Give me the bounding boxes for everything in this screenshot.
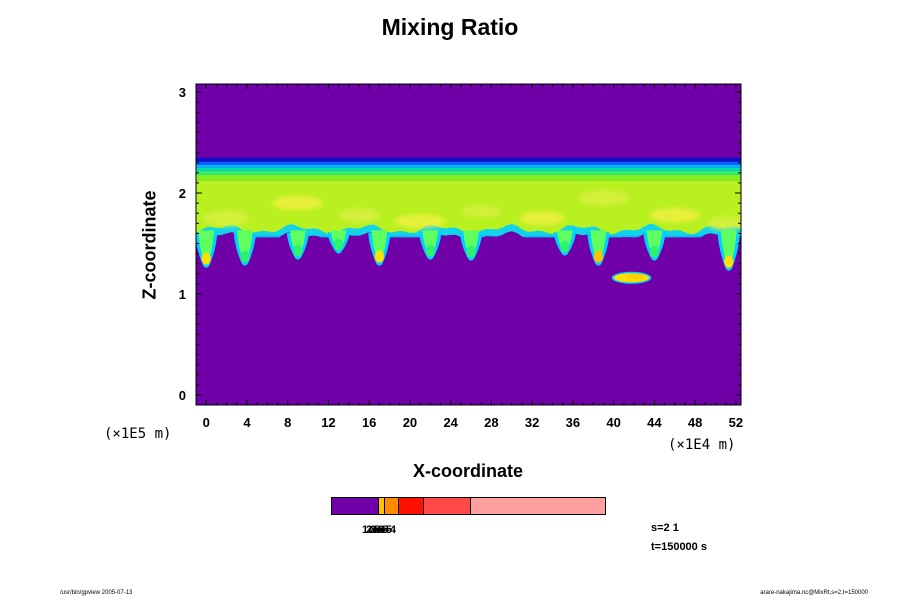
colorbar-segment bbox=[332, 498, 378, 514]
colorbar-label: 2e-5 bbox=[366, 524, 389, 536]
thermal-plume bbox=[643, 230, 666, 261]
cloud-layer-band bbox=[196, 164, 741, 168]
colorbar-segment bbox=[469, 498, 605, 514]
thermal-plume bbox=[553, 230, 576, 256]
y-tick-label: 3 bbox=[179, 85, 186, 100]
cloud-layer-band bbox=[196, 167, 741, 171]
footer-source: arare-nakajima.nc@MixRt,s=2,t=150000 bbox=[760, 590, 868, 596]
x-tick-label: 52 bbox=[729, 415, 743, 430]
cloud-core bbox=[204, 210, 249, 227]
x-tick-label: 24 bbox=[443, 415, 458, 430]
x-tick-label: 28 bbox=[484, 415, 498, 430]
info-t: t=150000 s bbox=[651, 541, 707, 553]
colorbar bbox=[331, 497, 606, 515]
y-axis-label: Z-coordinate bbox=[139, 190, 160, 300]
thermal-plume bbox=[196, 230, 218, 268]
thermal-plume bbox=[459, 230, 483, 261]
cloud-core bbox=[707, 216, 741, 231]
cloud-layer-band bbox=[196, 161, 741, 165]
colorbar-label: 5e-4 bbox=[374, 524, 397, 536]
thermal-plume bbox=[717, 230, 740, 271]
x-tick-label: 20 bbox=[403, 415, 417, 430]
thermal-plume bbox=[419, 230, 442, 260]
cloud-core bbox=[272, 196, 324, 211]
chart-title: Mixing Ratio bbox=[381, 14, 519, 40]
colorbar-label: 1e-6 bbox=[362, 524, 385, 536]
x-tick-label: 48 bbox=[688, 415, 702, 430]
thermal-plume bbox=[286, 230, 310, 260]
y-tick-label: 2 bbox=[179, 186, 186, 201]
x-tick-label: 0 bbox=[203, 415, 210, 430]
info-s: s=2 1 bbox=[651, 522, 679, 534]
cloud-layer-band bbox=[196, 170, 741, 175]
cloud-core bbox=[519, 211, 565, 226]
y-tick-label: 1 bbox=[179, 287, 186, 302]
colorbar-segment bbox=[377, 498, 384, 514]
cloud-core bbox=[649, 208, 701, 223]
cloud-layer-band bbox=[196, 174, 741, 181]
x-tick-label: 16 bbox=[362, 415, 376, 430]
plot-frame bbox=[195, 83, 742, 406]
detached-cloud bbox=[611, 271, 652, 284]
cloud-layer-band bbox=[196, 157, 741, 162]
cloud-core bbox=[394, 214, 446, 229]
x-tick-label: 12 bbox=[321, 415, 335, 430]
x-tick-label: 44 bbox=[647, 415, 662, 430]
y-tick-label: 0 bbox=[179, 388, 186, 403]
x-exponent-label: (×1E4 m) bbox=[668, 437, 735, 453]
x-tick-label: 32 bbox=[525, 415, 539, 430]
footer-command: /usr/bin/gpview 2005-07-13 bbox=[60, 590, 133, 596]
colorbar-segment bbox=[398, 498, 424, 514]
x-tick-label: 8 bbox=[284, 415, 291, 430]
y-exponent-label: (×1E5 m) bbox=[104, 426, 171, 442]
x-tick-label: 4 bbox=[243, 415, 251, 430]
cloud-core bbox=[460, 205, 502, 218]
thermal-plume bbox=[327, 230, 350, 254]
x-tick-label: 36 bbox=[566, 415, 580, 430]
thermal-plume bbox=[233, 230, 257, 266]
cloud-core bbox=[338, 208, 380, 223]
colorbar-segment bbox=[423, 498, 470, 514]
cloud-core bbox=[578, 189, 629, 207]
colorbar-label: 3e-5 bbox=[370, 524, 393, 536]
colorbar-segment bbox=[383, 498, 399, 514]
x-axis-label: X-coordinate bbox=[412, 461, 523, 481]
x-tick-label: 40 bbox=[606, 415, 620, 430]
thermal-plume bbox=[587, 230, 610, 266]
thermal-plume bbox=[368, 230, 391, 266]
